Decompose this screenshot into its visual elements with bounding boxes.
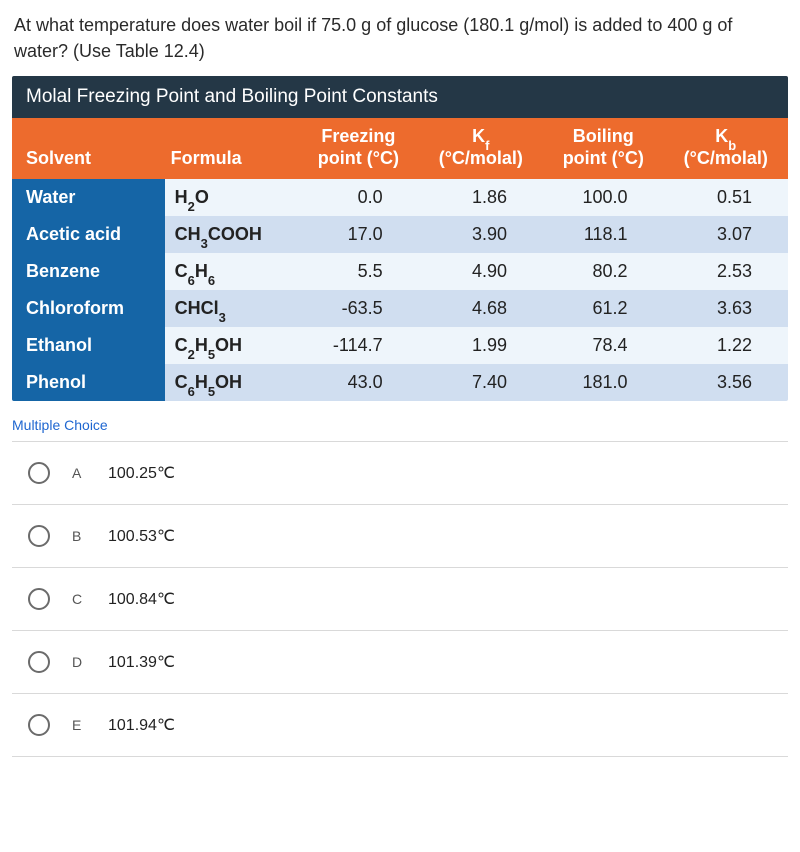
table-title: Molal Freezing Point and Boiling Point C…: [12, 76, 788, 118]
cell-bp: 118.1: [543, 216, 664, 253]
cell-kb: 0.51: [664, 179, 788, 216]
choice-letter: B: [72, 528, 86, 544]
table-header-row: Solvent Formula Freezingpoint (°C) Kf(°C…: [12, 118, 788, 179]
cell-solvent: Ethanol: [12, 327, 165, 364]
cell-formula: C2H5OH: [165, 327, 299, 364]
radio-icon[interactable]: [28, 462, 50, 484]
choice-text: 101.39℃: [108, 652, 175, 672]
question-text: At what temperature does water boil if 7…: [0, 0, 800, 72]
cell-fp: 43.0: [298, 364, 419, 401]
col-kf: Kf(°C/molal): [419, 118, 543, 179]
choice-option[interactable]: E 101.94℃: [12, 693, 788, 757]
cell-solvent: Acetic acid: [12, 216, 165, 253]
choice-option[interactable]: C 100.84℃: [12, 567, 788, 630]
cell-formula: CH3COOH: [165, 216, 299, 253]
cell-fp: 0.0: [298, 179, 419, 216]
choice-letter: D: [72, 654, 86, 670]
cell-kf: 1.86: [419, 179, 543, 216]
table-row: PhenolC6H5OH43.07.40181.03.56: [12, 364, 788, 401]
cell-kb: 3.63: [664, 290, 788, 327]
choice-text: 100.53℃: [108, 526, 175, 546]
cell-kb: 1.22: [664, 327, 788, 364]
radio-icon[interactable]: [28, 588, 50, 610]
choices-list: A 100.25℃ B 100.53℃ C 100.84℃ D 101.39℃ E 101.94℃: [12, 441, 788, 757]
cell-bp: 100.0: [543, 179, 664, 216]
cell-solvent: Benzene: [12, 253, 165, 290]
cell-fp: -114.7: [298, 327, 419, 364]
choice-letter: A: [72, 465, 86, 481]
cell-bp: 78.4: [543, 327, 664, 364]
col-freezing-point: Freezingpoint (°C): [298, 118, 419, 179]
cell-kf: 3.90: [419, 216, 543, 253]
constants-table: Molal Freezing Point and Boiling Point C…: [12, 76, 788, 401]
cell-bp: 181.0: [543, 364, 664, 401]
col-formula: Formula: [165, 118, 299, 179]
cell-fp: 17.0: [298, 216, 419, 253]
cell-kf: 1.99: [419, 327, 543, 364]
cell-kb: 3.07: [664, 216, 788, 253]
cell-kf: 4.90: [419, 253, 543, 290]
table-row: Acetic acidCH3COOH17.03.90118.13.07: [12, 216, 788, 253]
choice-letter: E: [72, 717, 86, 733]
choice-text: 100.25℃: [108, 463, 175, 483]
cell-kf: 4.68: [419, 290, 543, 327]
choice-letter: C: [72, 591, 86, 607]
cell-formula: C6H6: [165, 253, 299, 290]
choice-option[interactable]: B 100.53℃: [12, 504, 788, 567]
multiple-choice-label: Multiple Choice: [12, 417, 800, 433]
cell-bp: 80.2: [543, 253, 664, 290]
table-row: EthanolC2H5OH-114.71.9978.41.22: [12, 327, 788, 364]
cell-formula: CHCl3: [165, 290, 299, 327]
cell-kb: 2.53: [664, 253, 788, 290]
choice-text: 100.84℃: [108, 589, 175, 609]
col-boiling-point: Boilingpoint (°C): [543, 118, 664, 179]
radio-icon[interactable]: [28, 651, 50, 673]
cell-kb: 3.56: [664, 364, 788, 401]
radio-icon[interactable]: [28, 714, 50, 736]
table-row: BenzeneC6H65.54.9080.22.53: [12, 253, 788, 290]
cell-solvent: Phenol: [12, 364, 165, 401]
cell-solvent: Water: [12, 179, 165, 216]
col-kb: Kb(°C/molal): [664, 118, 788, 179]
choice-option[interactable]: D 101.39℃: [12, 630, 788, 693]
cell-fp: 5.5: [298, 253, 419, 290]
choice-text: 101.94℃: [108, 715, 175, 735]
radio-icon[interactable]: [28, 525, 50, 547]
cell-formula: C6H5OH: [165, 364, 299, 401]
table-row: ChloroformCHCl3-63.54.6861.23.63: [12, 290, 788, 327]
cell-bp: 61.2: [543, 290, 664, 327]
cell-formula: H2O: [165, 179, 299, 216]
col-solvent: Solvent: [12, 118, 165, 179]
table: Solvent Formula Freezingpoint (°C) Kf(°C…: [12, 118, 788, 401]
cell-solvent: Chloroform: [12, 290, 165, 327]
choice-option[interactable]: A 100.25℃: [12, 441, 788, 504]
cell-fp: -63.5: [298, 290, 419, 327]
table-row: WaterH2O0.01.86100.00.51: [12, 179, 788, 216]
cell-kf: 7.40: [419, 364, 543, 401]
